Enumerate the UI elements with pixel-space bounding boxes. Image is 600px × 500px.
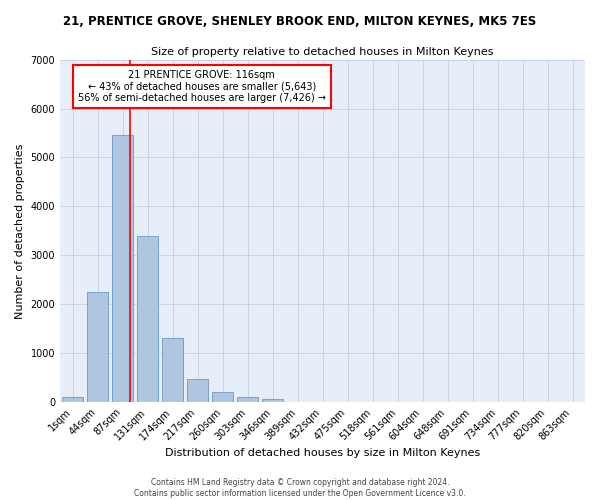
Y-axis label: Number of detached properties: Number of detached properties: [15, 143, 25, 318]
Bar: [262, 400, 283, 402]
Bar: [112, 136, 133, 402]
Bar: [212, 392, 233, 402]
Text: 21, PRENTICE GROVE, SHENLEY BROOK END, MILTON KEYNES, MK5 7ES: 21, PRENTICE GROVE, SHENLEY BROOK END, M…: [64, 15, 536, 28]
X-axis label: Distribution of detached houses by size in Milton Keynes: Distribution of detached houses by size …: [165, 448, 480, 458]
Bar: [162, 338, 183, 402]
Bar: [187, 378, 208, 402]
Bar: [137, 236, 158, 402]
Bar: [62, 397, 83, 402]
Bar: [87, 292, 108, 402]
Text: 21 PRENTICE GROVE: 116sqm
← 43% of detached houses are smaller (5,643)
56% of se: 21 PRENTICE GROVE: 116sqm ← 43% of detac…: [78, 70, 326, 103]
Title: Size of property relative to detached houses in Milton Keynes: Size of property relative to detached ho…: [151, 48, 494, 58]
Bar: [237, 397, 258, 402]
Text: Contains HM Land Registry data © Crown copyright and database right 2024.
Contai: Contains HM Land Registry data © Crown c…: [134, 478, 466, 498]
